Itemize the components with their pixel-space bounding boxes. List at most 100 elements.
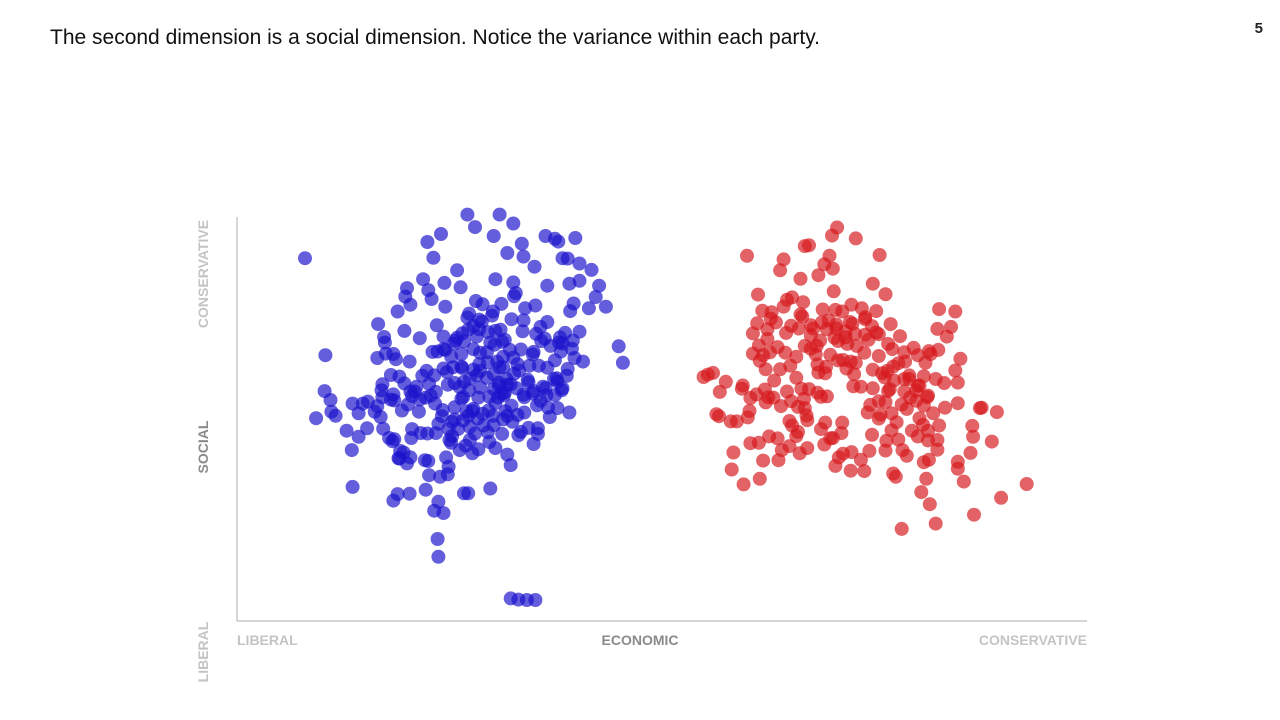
data-point xyxy=(758,362,773,377)
data-point xyxy=(760,332,775,346)
data-point xyxy=(298,251,312,266)
data-point xyxy=(469,329,484,344)
data-point xyxy=(598,299,613,314)
data-point xyxy=(736,477,751,492)
data-point xyxy=(526,344,541,359)
data-point xyxy=(845,316,860,331)
data-point xyxy=(751,435,766,450)
data-point xyxy=(528,298,543,313)
data-point xyxy=(516,249,531,264)
data-point xyxy=(865,427,879,442)
data-point xyxy=(488,272,503,287)
data-point xyxy=(422,468,437,483)
slide-title: The second dimension is a social dimensi… xyxy=(50,26,821,49)
data-point xyxy=(771,453,786,468)
data-point xyxy=(421,283,436,298)
data-point xyxy=(377,330,392,344)
data-point xyxy=(486,229,501,243)
data-point xyxy=(383,392,398,407)
data-point xyxy=(507,366,522,381)
data-point xyxy=(792,446,807,461)
data-point xyxy=(835,415,850,430)
data-point xyxy=(584,262,599,277)
data-point xyxy=(956,474,971,489)
data-point xyxy=(865,276,880,291)
data-point xyxy=(928,516,943,531)
data-point xyxy=(814,315,829,330)
data-point xyxy=(402,354,417,369)
data-point xyxy=(435,403,450,418)
data-point xyxy=(953,351,968,366)
data-point xyxy=(559,368,574,383)
data-point xyxy=(397,323,412,338)
data-point xyxy=(429,318,444,333)
data-point xyxy=(527,259,542,274)
data-point xyxy=(932,302,947,317)
data-point xyxy=(496,412,511,427)
data-point xyxy=(764,305,779,320)
data-point xyxy=(884,423,899,438)
page-number: 5 xyxy=(1254,20,1263,37)
data-point xyxy=(884,406,899,421)
data-point xyxy=(830,220,845,235)
data-point xyxy=(421,454,436,468)
data-point xyxy=(782,439,797,454)
data-point xyxy=(615,355,630,370)
data-point xyxy=(762,429,777,444)
data-point xyxy=(422,376,437,391)
data-point xyxy=(427,503,442,518)
data-point xyxy=(803,328,818,343)
data-point xyxy=(789,370,804,385)
data-point xyxy=(371,317,386,332)
data-point xyxy=(789,349,804,364)
data-point xyxy=(436,329,451,344)
data-point xyxy=(553,344,568,359)
data-point xyxy=(390,304,405,319)
data-point xyxy=(520,372,535,387)
data-point xyxy=(453,280,468,295)
data-point xyxy=(324,404,339,419)
blue-series xyxy=(298,207,630,607)
data-point xyxy=(558,325,573,340)
data-point xyxy=(709,407,724,422)
data-point xyxy=(767,373,782,388)
data-point xyxy=(872,248,887,262)
data-point xyxy=(468,220,482,235)
data-point xyxy=(963,445,978,460)
data-point xyxy=(878,395,893,409)
data-point xyxy=(897,372,912,386)
data-point xyxy=(488,441,503,456)
data-point xyxy=(791,399,805,414)
data-point xyxy=(966,429,981,444)
data-point xyxy=(840,336,855,351)
data-point xyxy=(450,263,465,278)
data-point xyxy=(912,411,927,426)
data-point xyxy=(967,507,981,522)
data-point xyxy=(811,268,826,283)
data-point xyxy=(984,434,999,449)
data-point xyxy=(938,400,952,415)
data-point xyxy=(500,447,515,462)
data-point xyxy=(910,429,925,444)
data-point xyxy=(551,234,566,249)
data-point xyxy=(431,549,446,564)
data-point xyxy=(430,532,445,546)
data-point xyxy=(932,418,947,433)
data-point xyxy=(796,295,811,310)
data-point xyxy=(827,330,842,345)
data-point xyxy=(1019,477,1034,491)
data-point xyxy=(506,216,521,231)
data-point xyxy=(511,428,526,443)
data-point xyxy=(922,497,937,512)
data-point xyxy=(930,321,945,336)
y-tick-label-conservative: CONSERVATIVE xyxy=(195,220,211,328)
data-point xyxy=(445,414,460,429)
data-point xyxy=(436,361,451,376)
data-point xyxy=(504,312,519,327)
data-point xyxy=(412,331,427,346)
data-point xyxy=(466,401,481,416)
data-point xyxy=(547,372,561,386)
data-point xyxy=(803,341,818,356)
x-tick-label-conservative: CONSERVATIVE xyxy=(979,632,1087,648)
